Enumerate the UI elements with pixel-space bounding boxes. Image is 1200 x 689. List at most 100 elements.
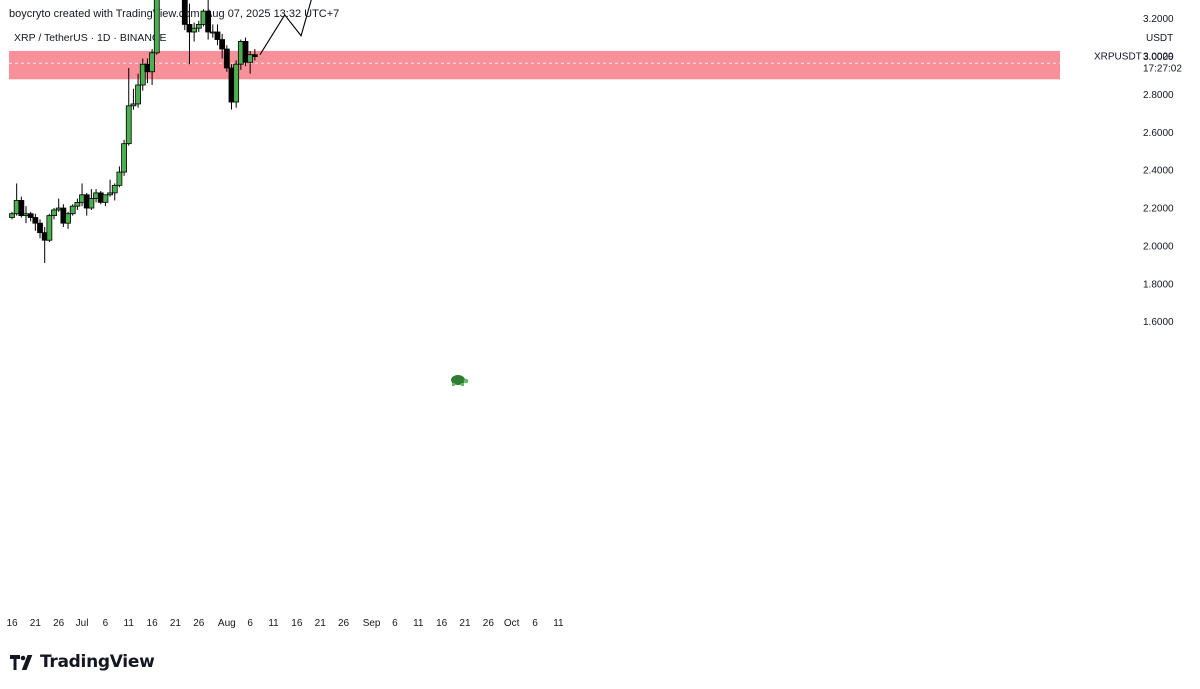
y-tick-label: 3.2000 [1143,14,1174,25]
candle [32,213,39,231]
price-symbol-label: XRPUSDT [1094,52,1142,63]
candle-body [135,84,141,105]
currency-label: USDT [1146,33,1174,44]
candle [223,45,230,72]
candle [153,0,160,55]
candle-body [186,24,193,33]
candle-body [27,213,34,218]
x-tick-label: 11 [413,618,424,629]
candle [51,208,57,220]
x-tick-label: 6 [247,618,253,629]
x-tick-label: 16 [291,618,303,629]
candle-body [37,222,43,234]
candle-body [205,10,212,33]
turtle-shell [451,375,465,385]
candle [191,22,198,42]
y-tick-label: 1.8000 [1143,279,1174,290]
last-price-label: 3.0029 [1143,52,1174,63]
candle-body [121,143,127,173]
candle-body [13,200,20,215]
candle-body [18,200,25,217]
x-tick-label: 21 [170,618,182,629]
candle-body [247,54,254,63]
candle [97,191,104,205]
candle-body [102,194,109,203]
candle [83,192,90,216]
x-tick-label: 21 [459,618,471,629]
candle-body [237,41,244,65]
candle-body [111,184,118,194]
candle-body [233,63,240,103]
candle-body [83,194,90,209]
candle [135,73,141,108]
symbol-title[interactable]: XRP / TetherUS · 1D · BINANCE [14,32,167,44]
candle [214,24,221,46]
candle [116,166,123,188]
y-tick-label: 2.2000 [1143,204,1174,215]
x-tick-label: 26 [53,618,65,629]
candle [251,49,258,61]
candle [242,37,249,67]
candle-body [32,217,39,224]
candle [181,0,188,31]
turtle-icon [451,375,469,386]
candle [247,50,254,74]
x-tick-label: 16 [6,618,18,629]
candle-body [46,215,53,241]
candle [46,213,53,243]
x-tick-label: 11 [553,618,564,629]
candle [18,196,25,218]
candle-body [69,205,76,215]
candle [200,9,207,27]
x-tick-label: 16 [147,618,159,629]
candle [121,139,127,176]
y-tick-label: 2.6000 [1143,128,1174,139]
candle [228,64,235,110]
turtle-leg [461,383,464,386]
tradingview-logo[interactable]: TradingView [10,652,155,672]
candle [27,211,34,222]
candle-body [88,198,95,209]
candle-body [116,171,123,186]
candle [74,198,81,210]
y-tick-label: 2.0000 [1143,241,1174,252]
projected-path [259,0,312,55]
candle-body [195,24,202,29]
y-tick-label: 3.0000 [1143,52,1174,63]
candle-body [60,207,67,224]
x-tick-label: 11 [268,618,279,629]
candle-body [153,0,160,54]
x-tick-label: 26 [338,618,350,629]
candle-countdown: 17:27:02 [1143,64,1182,75]
x-tick-label: 6 [532,618,538,629]
candle [149,49,156,85]
candle [139,58,146,91]
candle [130,88,137,110]
y-tick-label: 1.6000 [1143,317,1174,328]
candle-body [228,67,235,103]
tradingview-brand-text: TradingView [40,652,155,672]
x-tick-label: 6 [392,618,398,629]
axes-layer: 1.6000 1.8000 2.0000 2.2000 2.4000 2.6000 2.80… [6,14,1182,629]
candle-body [93,192,99,199]
candle [125,67,132,146]
x-tick-label: 21 [30,618,42,629]
candle-body [23,213,29,217]
candle [209,24,216,38]
candle [9,211,15,220]
candle [233,60,240,108]
candle-body [223,48,230,69]
x-tick-label: 16 [436,618,448,629]
candle [55,198,62,212]
candle [102,194,109,207]
x-tick-label: 21 [315,618,327,629]
candle-body [251,54,258,58]
tradingview-logo-icon [10,654,33,670]
candle [205,0,212,40]
candle-body [200,10,207,25]
header-credit: boycryto created with TradingView.com, A… [9,8,340,20]
x-tick-label: 11 [124,618,135,629]
x-tick-label: Oct [504,618,520,629]
turtle-leg [452,383,455,386]
